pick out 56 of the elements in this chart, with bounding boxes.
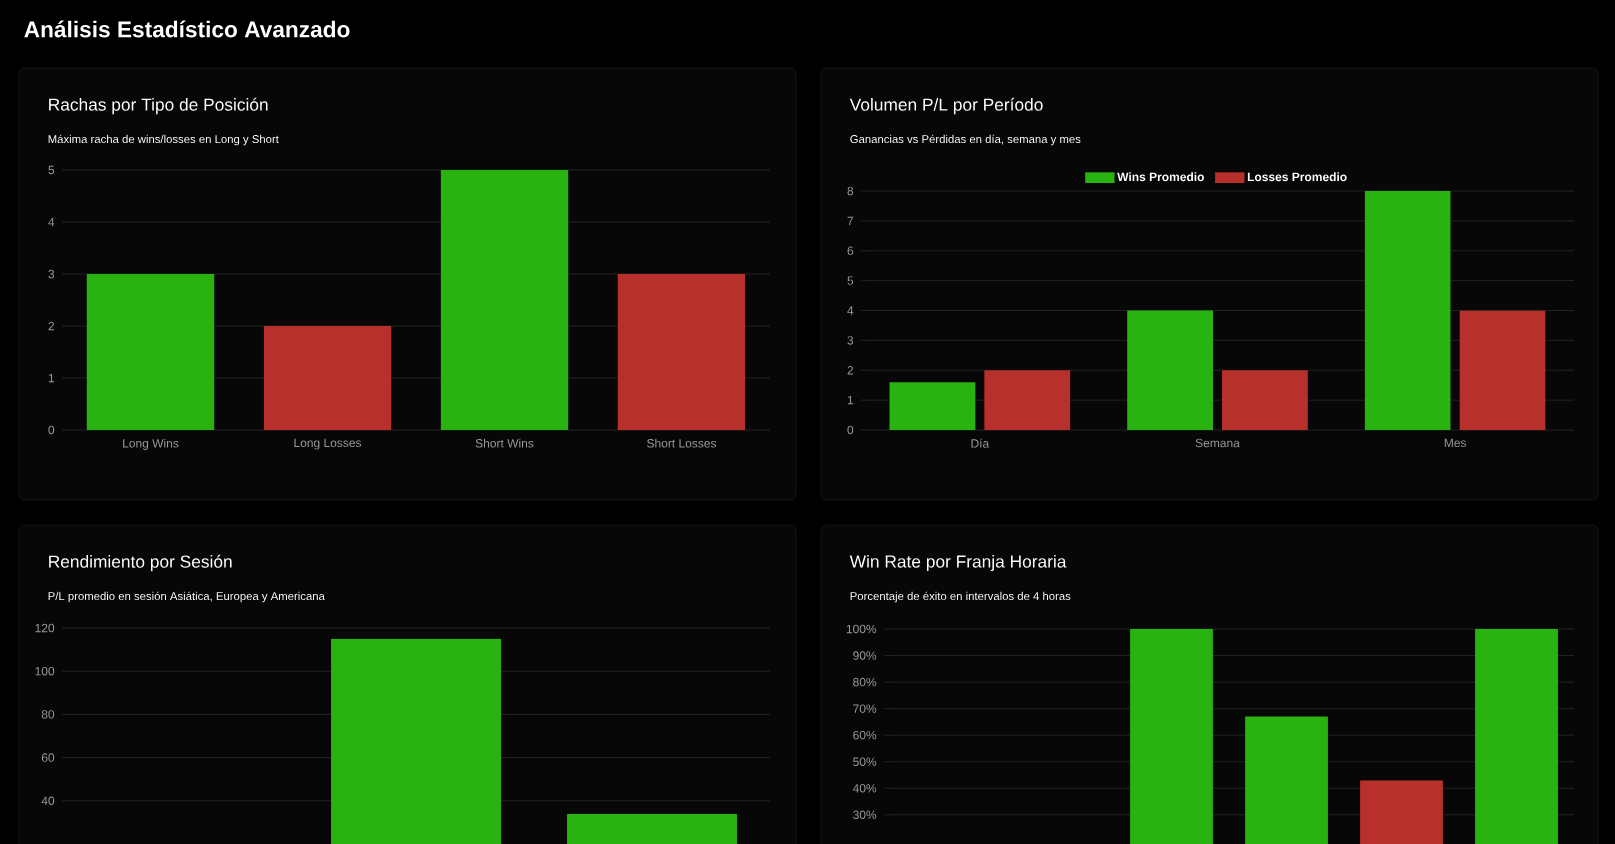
y-tick-label: 80%	[853, 677, 877, 687]
bar	[1364, 191, 1451, 430]
y-tick-label: 30%	[853, 810, 877, 820]
y-tick-label: 100%	[846, 624, 877, 634]
y-tick-label: 3	[48, 269, 55, 279]
chart-title: Volumen P/L por Período	[849, 97, 1043, 115]
chart-subtitle: P/L promedio en sesión Asiática, Europea y Americana	[48, 591, 325, 603]
chart-subtitle: Porcentaje de éxito en intervalos de 4 horas	[850, 591, 1071, 603]
x-tick-label: Long Wins	[123, 438, 179, 450]
bar	[440, 170, 569, 431]
x-tick-label: Día	[971, 438, 990, 448]
y-tick-label: 80	[41, 710, 55, 719]
x-tick-label: Short Wins	[475, 438, 534, 448]
y-tick-label: 0	[847, 425, 854, 435]
y-tick-label: 100	[35, 666, 55, 676]
x-tick-label: Semana	[1195, 438, 1240, 448]
bar	[1222, 370, 1308, 430]
bar	[263, 326, 392, 431]
legend-label: Wins Promedio	[1117, 172, 1204, 182]
y-tick-label: 90%	[853, 651, 877, 660]
bar	[617, 274, 746, 431]
bar	[1459, 310, 1546, 430]
y-tick-label: 40	[41, 796, 55, 806]
y-tick-label: 7	[847, 216, 854, 226]
y-tick-label: 4	[847, 306, 854, 315]
y-tick-label: 0	[48, 425, 55, 435]
y-tick-label: 40%	[852, 784, 877, 793]
bar	[889, 382, 976, 430]
y-tick-label: 1	[48, 373, 55, 383]
chart-title: Rachas por Tipo de Posición	[49, 97, 268, 115]
x-tick-label: Mes	[1444, 438, 1467, 448]
y-tick-label: 3	[847, 336, 854, 345]
y-tick-label: 6	[847, 246, 854, 256]
y-tick-label: 8	[847, 186, 854, 196]
y-tick-label: 5	[847, 276, 854, 285]
y-tick-label: 1	[847, 396, 854, 405]
text: Análisis Estadístico Avanzado	[24, 20, 350, 38]
legend-label: Losses Promedio	[1247, 172, 1347, 182]
y-tick-label: 50%	[853, 757, 877, 766]
y-tick-label: 120	[35, 623, 55, 633]
bar	[984, 370, 1071, 430]
chart-subtitle: Ganancias vs Pérdidas en día, semana y mes	[850, 134, 1081, 146]
y-tick-label: 60%	[853, 730, 877, 740]
chart-subtitle: Máxima racha de wins/losses en Long y Short	[48, 134, 279, 146]
chart-title: Win Rate por Franja Horaria	[849, 554, 1067, 572]
y-tick-label: 2	[48, 321, 55, 331]
chart-title: Rendimiento por Sesión	[49, 554, 232, 572]
x-tick-label: Long Losses	[294, 438, 362, 450]
x-tick-label: Short Losses	[647, 438, 717, 448]
bar	[86, 274, 215, 431]
y-tick-label: 4	[48, 217, 55, 227]
y-tick-label: 70%	[853, 704, 877, 713]
y-tick-label: 60	[41, 753, 55, 762]
bar	[1127, 310, 1214, 430]
y-tick-label: 2	[847, 366, 854, 375]
y-tick-label: 5	[48, 165, 55, 175]
